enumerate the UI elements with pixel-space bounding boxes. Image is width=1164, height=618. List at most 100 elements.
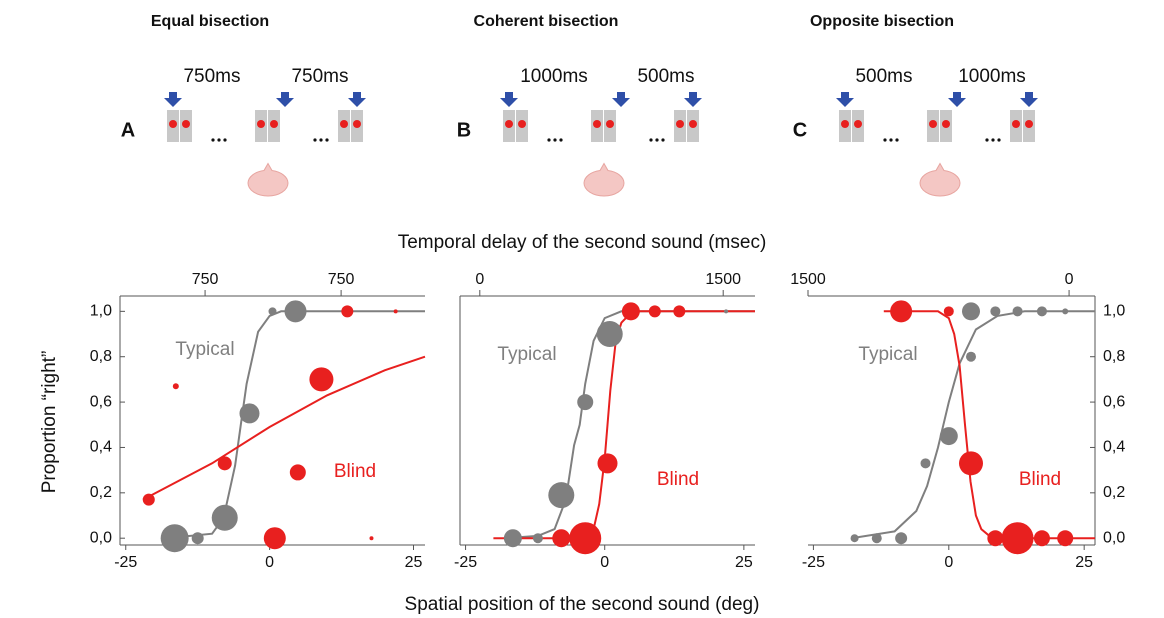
series-label: Blind <box>657 469 699 490</box>
ellipsis-dot <box>211 138 214 141</box>
ellipsis-dot <box>889 138 892 141</box>
data-point <box>309 367 333 391</box>
arrow <box>684 92 702 107</box>
top-axis-title: Temporal delay of the second sound (msec… <box>398 232 767 253</box>
ellipsis-dot <box>217 138 220 141</box>
data-point <box>597 321 623 347</box>
series-label: Typical <box>175 339 234 360</box>
led <box>353 120 361 128</box>
y-tick-label: 0,0 <box>90 529 112 546</box>
ellipsis-dot <box>559 138 562 141</box>
interval-label: 500ms <box>637 66 694 87</box>
y-axis-title: Proportion “right” <box>39 351 60 494</box>
data-point <box>1062 308 1068 314</box>
data-point <box>851 534 859 542</box>
data-point <box>341 305 353 317</box>
led <box>257 120 265 128</box>
data-point <box>987 530 1003 546</box>
x-tick-label: 0 <box>265 554 274 571</box>
led <box>606 120 614 128</box>
led <box>676 120 684 128</box>
bottom-axis-title: Spatial position of the second sound (de… <box>405 594 760 615</box>
fit-curve <box>143 357 425 500</box>
schematic-title: Opposite bisection <box>810 13 954 30</box>
top-tick-label: 1500 <box>790 271 826 288</box>
data-point <box>161 524 189 552</box>
led <box>593 120 601 128</box>
y-tick-label: 0,2 <box>90 484 112 501</box>
top-tick-label: 0 <box>475 271 484 288</box>
data-point <box>944 306 954 316</box>
data-point <box>504 529 522 547</box>
y-tick-label: 0,6 <box>90 393 112 410</box>
y-tick-label: 0,4 <box>90 439 112 456</box>
ellipsis-dot <box>223 138 226 141</box>
series-label: Blind <box>1019 469 1061 490</box>
data-point <box>1002 522 1034 554</box>
ellipsis-dot <box>319 138 322 141</box>
ellipsis-dot <box>883 138 886 141</box>
y-tick-label: 0,8 <box>90 348 112 365</box>
ellipsis-dot <box>661 138 664 141</box>
data-point <box>962 302 980 320</box>
data-point <box>369 536 373 540</box>
data-point <box>264 527 286 549</box>
led <box>1025 120 1033 128</box>
data-point <box>218 456 232 470</box>
data-point <box>577 394 593 410</box>
arrow <box>276 92 294 107</box>
panel-letter: B <box>457 119 471 141</box>
top-tick-label: 750 <box>192 271 219 288</box>
y-tick-label: 0,4 <box>1103 439 1125 456</box>
led <box>841 120 849 128</box>
top-tick-label: 0 <box>1065 271 1074 288</box>
ellipsis-dot <box>991 138 994 141</box>
data-point <box>533 533 543 543</box>
led <box>518 120 526 128</box>
y-tick-label: 0,2 <box>1103 484 1125 501</box>
arrow <box>836 92 854 107</box>
led <box>182 120 190 128</box>
x-tick-label: -25 <box>114 554 137 571</box>
data-point <box>1057 530 1073 546</box>
data-point <box>1037 306 1047 316</box>
led <box>340 120 348 128</box>
data-point <box>143 494 155 506</box>
arrow <box>612 92 630 107</box>
data-point <box>552 529 570 547</box>
data-point <box>959 451 983 475</box>
led <box>854 120 862 128</box>
top-tick-label: 1500 <box>705 271 741 288</box>
data-point <box>895 532 907 544</box>
data-point <box>212 505 238 531</box>
data-point <box>940 427 958 445</box>
data-point <box>598 453 618 473</box>
arrow <box>1020 92 1038 107</box>
led <box>689 120 697 128</box>
data-point <box>173 383 179 389</box>
ellipsis-dot <box>655 138 658 141</box>
ellipsis-dot <box>985 138 988 141</box>
x-tick-label: -25 <box>454 554 477 571</box>
data-point <box>1034 530 1050 546</box>
led <box>505 120 513 128</box>
interval-label: 500ms <box>855 66 912 87</box>
top-tick-label: 750 <box>328 271 355 288</box>
y-tick-label: 1,0 <box>90 303 112 320</box>
x-tick-label: 25 <box>405 554 423 571</box>
data-point <box>921 458 931 468</box>
speaker-bubble <box>920 164 960 197</box>
y-tick-label: 1,0 <box>1103 303 1125 320</box>
panel-letter: A <box>121 119 135 141</box>
y-tick-label: 0,8 <box>1103 348 1125 365</box>
x-tick-label: -25 <box>802 554 825 571</box>
data-point <box>649 305 661 317</box>
panel-letter: C <box>793 119 807 141</box>
x-tick-label: 25 <box>1075 554 1093 571</box>
led <box>169 120 177 128</box>
data-point <box>990 306 1000 316</box>
schematic-title: Equal bisection <box>151 13 269 30</box>
interval-label: 750ms <box>183 66 240 87</box>
data-point <box>269 307 277 315</box>
series-label: Typical <box>858 344 917 365</box>
